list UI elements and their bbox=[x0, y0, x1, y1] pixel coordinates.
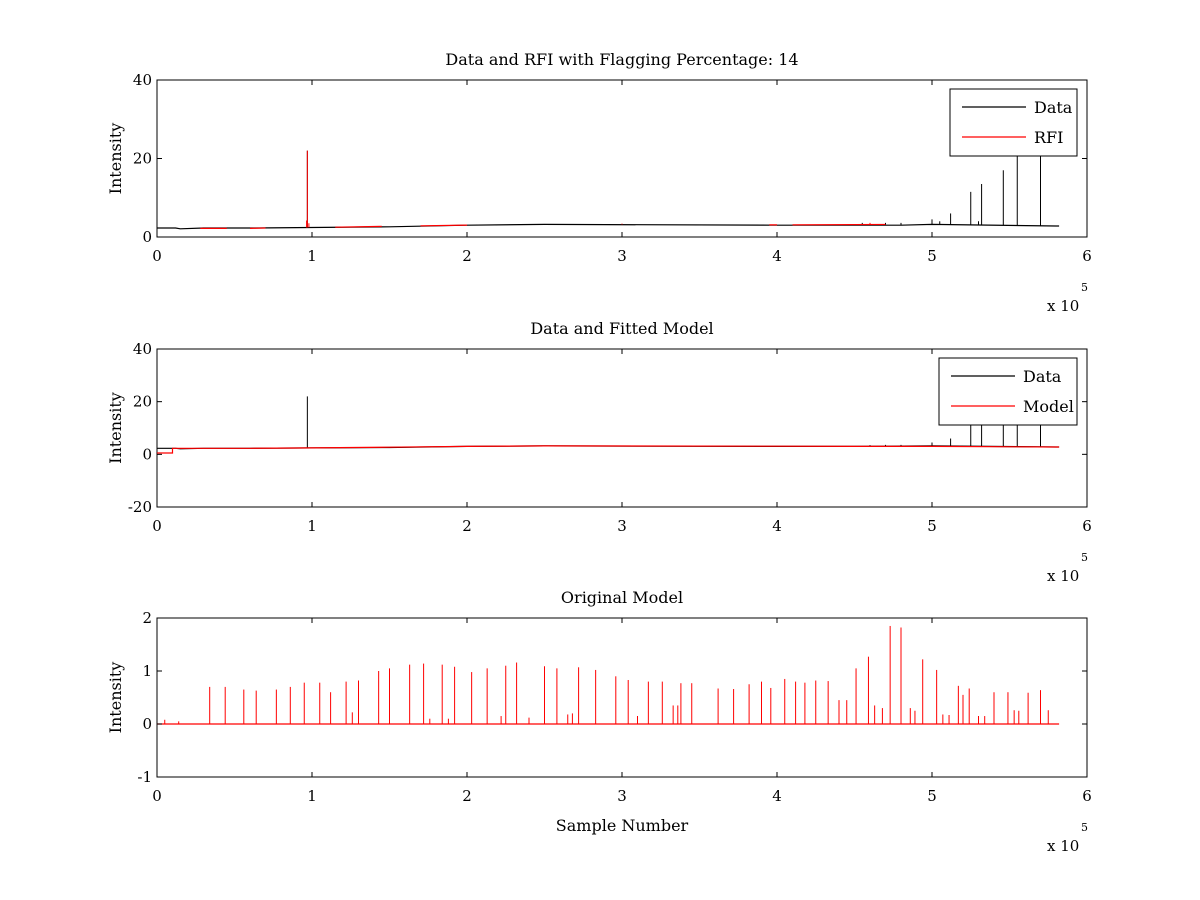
chart3-xtick-label: 3 bbox=[617, 787, 627, 805]
chart1-xtick-label: 1 bbox=[307, 247, 317, 265]
chart1-legend-box bbox=[949, 88, 1078, 157]
chart1-xtick-label: 5 bbox=[927, 247, 937, 265]
chart1-plot-frame bbox=[156, 79, 1088, 238]
chart2-ylabel: Intensity bbox=[106, 392, 125, 464]
chart1-xtick-label: 0 bbox=[152, 247, 162, 265]
chart2-legend-entry: Model bbox=[1023, 397, 1074, 416]
chart1-xtick-label: 2 bbox=[462, 247, 472, 265]
chart2-x-multiplier-exponent: 5 bbox=[1081, 551, 1088, 564]
chart3-plot-frame bbox=[156, 617, 1088, 778]
chart2-xtick-label: 3 bbox=[617, 517, 627, 535]
chart2-ytick-label: 0 bbox=[142, 445, 152, 463]
chart1-ytick-label: 20 bbox=[133, 150, 152, 168]
chart1-x-multiplier: x 10 bbox=[1047, 297, 1079, 315]
chart2-ytick-label: 40 bbox=[133, 340, 152, 358]
chart3-xtick-label: 6 bbox=[1082, 787, 1092, 805]
chart1-ylabel: Intensity bbox=[106, 123, 125, 195]
chart3-xlabel: Sample Number bbox=[556, 816, 689, 835]
chart2-xtick-label: 0 bbox=[152, 517, 162, 535]
chart3-x-multiplier: x 10 bbox=[1047, 837, 1079, 855]
chart2-xtick-label: 2 bbox=[462, 517, 472, 535]
chart1-x-multiplier-exponent: 5 bbox=[1081, 281, 1088, 294]
chart3-xtick-label: 1 bbox=[307, 787, 317, 805]
chart2-x-multiplier: x 10 bbox=[1047, 567, 1079, 585]
chart3-ytick-label: -1 bbox=[137, 768, 152, 786]
chart3-ylabel: Intensity bbox=[106, 662, 125, 734]
chart2-xtick-label: 1 bbox=[307, 517, 317, 535]
chart1-ytick-label: 40 bbox=[133, 71, 152, 89]
chart3-ytick-label: 1 bbox=[142, 662, 152, 680]
chart1-xtick-label: 3 bbox=[617, 247, 627, 265]
chart1-xtick-label: 4 bbox=[772, 247, 782, 265]
chart2-ytick-label: -20 bbox=[128, 498, 152, 516]
chart1-series-rfi-segment bbox=[335, 225, 382, 228]
chart3-xtick-label: 2 bbox=[462, 787, 472, 805]
chart2-legend-entry: Data bbox=[1023, 367, 1062, 386]
chart2-xtick-label: 4 bbox=[772, 517, 782, 535]
chart2-ytick-label: 20 bbox=[133, 393, 152, 411]
chart2-series-model-line bbox=[157, 445, 1060, 454]
chart2-title: Data and Fitted Model bbox=[530, 319, 713, 338]
chart3-xtick-label: 4 bbox=[772, 787, 782, 805]
chart1-xtick-label: 6 bbox=[1082, 247, 1092, 265]
chart2-xtick-label: 5 bbox=[927, 517, 937, 535]
chart1-legend-entry: RFI bbox=[1034, 128, 1063, 147]
chart3-ytick-label: 0 bbox=[142, 715, 152, 733]
chart3-xtick-label: 5 bbox=[927, 787, 937, 805]
chart2-xtick-label: 6 bbox=[1082, 517, 1092, 535]
chart2-plot-frame bbox=[156, 348, 1088, 508]
chart1-ytick-label: 0 bbox=[142, 228, 152, 246]
chart1-legend-entry: Data bbox=[1034, 98, 1073, 117]
chart3-title: Original Model bbox=[561, 588, 683, 607]
chart3-ytick-label: 2 bbox=[142, 609, 152, 627]
chart2-legend-box bbox=[938, 357, 1078, 426]
chart1-series-rfi-segment bbox=[420, 224, 468, 227]
chart1-title: Data and RFI with Flagging Percentage: 1… bbox=[445, 50, 798, 69]
chart3-xtick-label: 0 bbox=[152, 787, 162, 805]
chart3-x-multiplier-exponent: 5 bbox=[1081, 821, 1088, 834]
